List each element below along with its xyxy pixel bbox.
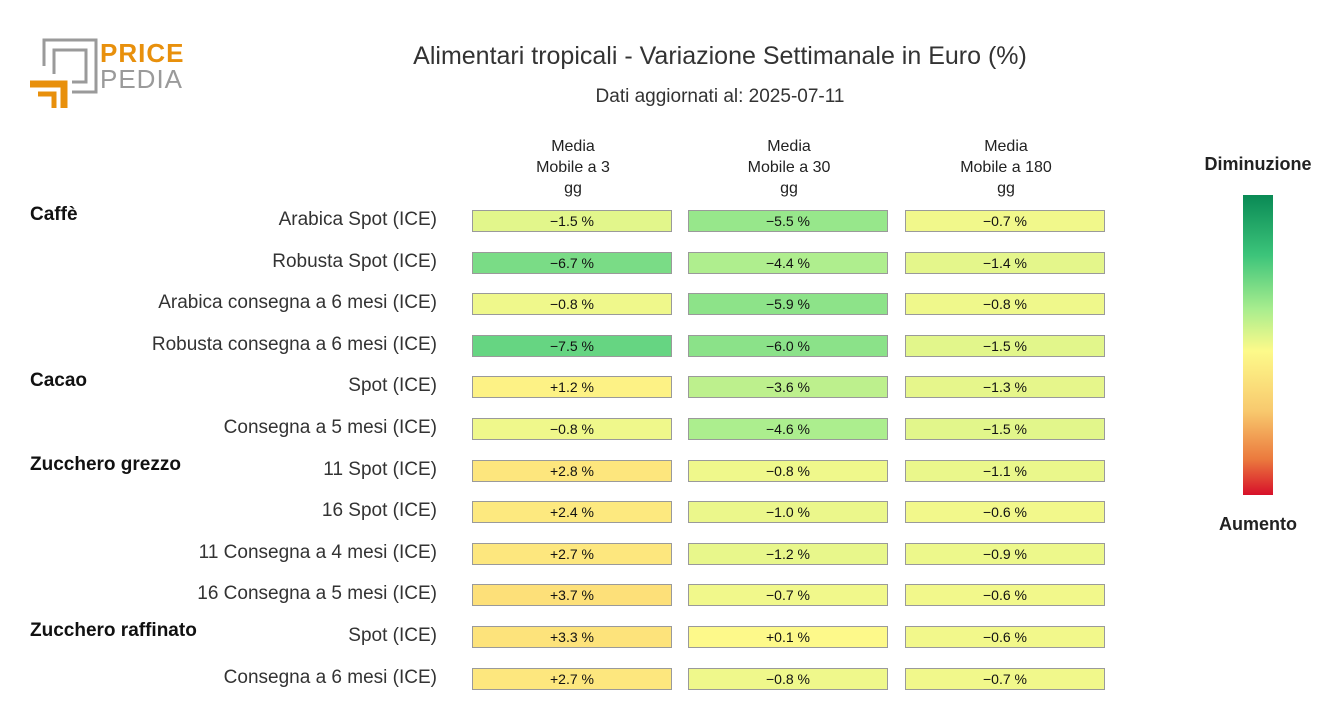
row-label: Arabica Spot (ICE) [278, 209, 437, 230]
logo-text-pedia: PEDIA [100, 64, 184, 94]
column-header: Media Mobile a 30 gg [747, 138, 831, 197]
heatmap-cell: −5.5 % [688, 210, 888, 232]
row-label: Robusta consegna a 6 mesi (ICE) [151, 333, 437, 355]
group-label: Caffè [30, 204, 78, 225]
column-header: Media Mobile a 3 gg [536, 138, 610, 197]
heatmap-cell: −0.7 % [688, 584, 888, 607]
heatmap-cell: −1.5 % [905, 334, 1105, 357]
column-header: Media Mobile a 180 gg [960, 138, 1052, 197]
heatmap-cell: −7.5 % [472, 334, 672, 357]
heatmap-cell: −4.6 % [688, 418, 888, 440]
row-label: Consegna a 6 mesi (ICE) [223, 666, 437, 688]
chart-title: Alimentari tropicali - Variazione Settim… [413, 42, 1027, 70]
heatmap-cell: −5.9 % [688, 293, 888, 316]
heatmap-cell: −1.1 % [905, 459, 1105, 482]
logo-text-price: PRICE [100, 38, 185, 68]
heatmap-cell: −0.9 % [905, 542, 1105, 565]
heatmap-cell: −6.0 % [688, 334, 888, 357]
heatmap-cell: −4.4 % [688, 251, 888, 274]
heatmap-cell: +1.2 % [472, 376, 672, 399]
heatmap-cell: −0.7 % [905, 667, 1105, 690]
heatmap-cell: +2.7 % [472, 667, 672, 690]
heatmap-cell: −0.6 % [905, 584, 1105, 607]
heatmap-cell: −0.8 % [472, 293, 672, 316]
pricepedia-logo: PRICE PEDIA [28, 38, 188, 110]
group-label: Zucchero raffinato [30, 620, 197, 641]
heatmap-cell: −1.3 % [905, 376, 1105, 399]
row-label: 11 Spot (ICE) [323, 458, 437, 480]
group-label: Zucchero grezzo [30, 453, 181, 475]
heatmap-cell: −1.5 % [905, 418, 1105, 440]
legend-top-label: Diminuzione [1204, 154, 1312, 174]
row-label: Arabica consegna a 6 mesi (ICE) [158, 292, 437, 314]
heatmap-cell: −1.0 % [688, 501, 888, 524]
heatmap-cell: +0.1 % [688, 626, 888, 648]
row-label: 16 Consegna a 5 mesi (ICE) [197, 583, 437, 605]
heatmap-cell: −6.7 % [472, 251, 672, 274]
heatmap-cell: −1.2 % [688, 542, 888, 565]
heatmap-cell: −1.5 % [472, 210, 672, 232]
heatmap-cell: −0.8 % [472, 418, 672, 440]
heatmap-cell: −0.6 % [905, 501, 1105, 524]
heatmap-cell: +3.3 % [472, 626, 672, 648]
chart-subtitle: Dati aggiornati al: 2025-07-11 [595, 86, 845, 107]
heatmap-cell: −0.7 % [905, 210, 1105, 232]
heatmap-cell: −1.4 % [905, 251, 1105, 274]
row-label: 16 Spot (ICE) [321, 500, 437, 522]
row-label: 11 Consegna a 4 mesi (ICE) [198, 541, 437, 563]
legend-bottom-label: Aumento [1219, 514, 1297, 534]
row-label: Robusta Spot (ICE) [272, 250, 437, 272]
group-label: Cacao [30, 370, 88, 392]
legend-color-bar [1243, 195, 1273, 495]
row-label: Consegna a 5 mesi (ICE) [223, 417, 437, 438]
row-label: Spot (ICE) [348, 625, 437, 646]
heatmap-cell: −0.8 % [688, 667, 888, 690]
heatmap-cell: −0.8 % [688, 459, 888, 482]
heatmap-cell: −3.6 % [688, 376, 888, 399]
heatmap-cell: +2.7 % [472, 542, 672, 565]
row-label: Spot (ICE) [348, 375, 437, 397]
logo-mark-icon [30, 38, 98, 108]
heatmap-cell: +2.8 % [472, 459, 672, 482]
heatmap-cell: +2.4 % [472, 501, 672, 524]
heatmap-cell: −0.8 % [905, 293, 1105, 316]
heatmap-cell: −0.6 % [905, 626, 1105, 648]
heatmap-cell: +3.7 % [472, 584, 672, 607]
